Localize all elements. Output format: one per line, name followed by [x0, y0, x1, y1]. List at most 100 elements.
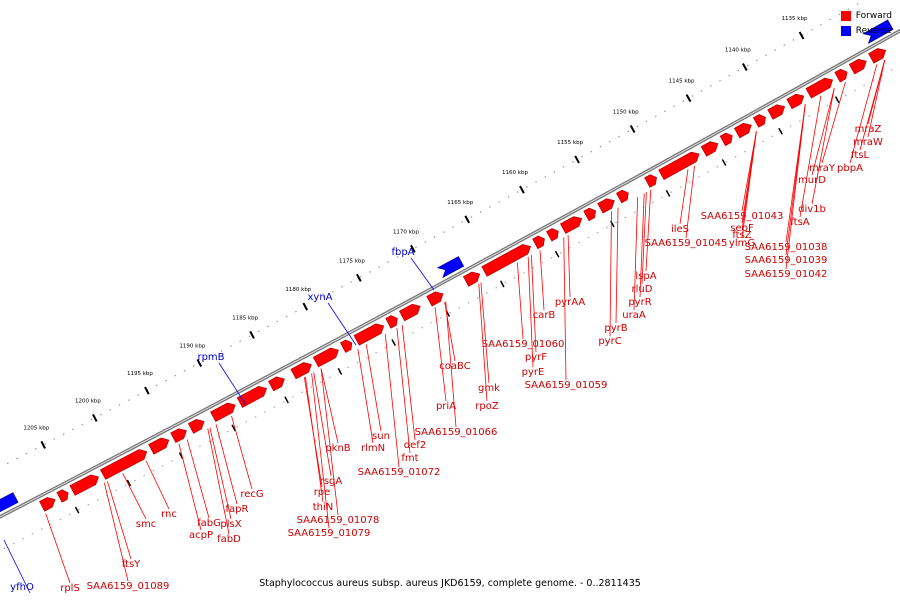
forward-leader-line — [527, 256, 534, 368]
forward-swatch — [840, 10, 851, 21]
forward-gene-arrow — [69, 474, 99, 496]
forward-leader-line — [178, 443, 202, 531]
forward-gene-label: fabD — [217, 534, 241, 545]
forward-gene-arrow — [187, 418, 205, 434]
forward-gene-label: plsX — [220, 519, 241, 530]
forward-gene-arrow — [583, 207, 597, 222]
forward-leader-line — [609, 211, 612, 337]
forward-gene-arrow — [805, 77, 833, 99]
forward-leader-line — [615, 207, 619, 324]
forward-gene-label: pyrC — [598, 336, 621, 347]
forward-gene-label: acpP — [189, 530, 213, 541]
forward-leader-line — [867, 59, 886, 138]
forward-leader-line — [186, 439, 210, 519]
forward-leader-line — [365, 344, 382, 432]
scale-tick-label: 1185 kbp — [232, 315, 258, 321]
forward-leader-line — [633, 196, 639, 311]
forward-gene-arrow — [597, 198, 615, 214]
forward-gene-arrow — [752, 114, 766, 128]
forward-gene-arrow — [290, 362, 312, 380]
scale-tick-label: 1140 kbp — [725, 47, 751, 53]
scale-tick — [356, 273, 362, 282]
forward-gene-label: gmk — [478, 383, 500, 394]
inner-tick — [337, 367, 343, 375]
forward-gene-label: ftsY — [122, 559, 141, 570]
forward-gene-label: ileS — [671, 224, 689, 235]
inner-tick — [834, 96, 840, 104]
forward-leader-line — [539, 250, 545, 311]
forward-leader-line — [645, 189, 652, 272]
forward-leader-line — [799, 95, 822, 218]
legend-reverse: Reverse — [840, 23, 892, 38]
forward-gene-label: sun — [372, 431, 390, 442]
forward-gene-label: rplS — [60, 583, 80, 594]
forward-gene-label: def2 — [404, 440, 426, 451]
forward-gene-label: SAA6159_01038 — [745, 242, 828, 253]
scale-tick-label: 1200 kbp — [75, 398, 101, 404]
scale-tick-label: 1160 kbp — [502, 170, 528, 176]
forward-gene-label: pyrF — [525, 352, 547, 363]
forward-gene-label: SAA6159_01042 — [745, 269, 828, 280]
forward-gene-arrow — [210, 402, 236, 423]
forward-gene-label: ftsA — [790, 217, 809, 228]
scale-tick-label: 1135 kbp — [782, 16, 808, 22]
forward-gene-arrow — [339, 339, 353, 353]
scale-tick — [40, 440, 46, 449]
inner-tick — [74, 506, 80, 514]
inner-tick — [391, 339, 396, 347]
scale-tick — [92, 413, 98, 422]
forward-leader-line — [811, 88, 835, 176]
forward-leader-line — [304, 376, 324, 503]
forward-leader-line — [311, 373, 330, 529]
forward-gene-label: smc — [136, 519, 156, 530]
reverse-gene-label: fbpA — [391, 247, 414, 258]
forward-leader-line — [785, 104, 806, 270]
forward-gene-label: SAA6159_01039 — [745, 255, 828, 266]
forward-gene-label: fabG — [197, 518, 221, 529]
scale-tick-label: 1155 kbp — [557, 140, 583, 146]
forward-gene-arrow — [312, 347, 339, 368]
forward-gene-label: recG — [240, 489, 263, 500]
forward-gene-label: pyrR — [628, 297, 651, 308]
forward-gene-arrow — [644, 174, 657, 188]
inner-tick — [778, 127, 783, 135]
forward-gene-arrow — [148, 437, 170, 455]
forward-leader-line — [384, 334, 400, 468]
forward-gene-label: rnc — [161, 509, 177, 520]
forward-gene-label: rluD — [632, 284, 653, 295]
scale-tick — [798, 31, 805, 40]
forward-gene-label: mraZ — [855, 124, 882, 135]
forward-gene-label: rlmN — [361, 443, 385, 454]
inner-tick — [554, 250, 560, 258]
forward-gene-label: murD — [798, 175, 826, 186]
forward-leader-line — [107, 481, 132, 560]
forward-leader-line — [45, 513, 71, 584]
reverse-leader-line — [3, 539, 31, 594]
scale-tick-label: 1180 kbp — [285, 287, 311, 293]
inner-tick — [499, 280, 505, 288]
forward-leader-line — [567, 235, 571, 298]
forward-gene-label: rpoZ — [475, 401, 499, 412]
forward-leader-line — [741, 131, 757, 239]
inner-tick — [665, 189, 671, 197]
scale-tick-label: 1150 kbp — [613, 109, 639, 115]
scale-tick — [742, 62, 748, 71]
forward-leader-line — [207, 428, 230, 535]
forward-gene-arrow — [834, 68, 848, 83]
forward-gene-arrow — [786, 93, 805, 110]
inner-tick — [231, 424, 236, 432]
reverse-gene-arrow — [0, 492, 19, 513]
forward-gene-label: SAA6159_01089 — [87, 581, 170, 592]
forward-gene-arrow — [615, 189, 629, 204]
forward-gene-arrow — [385, 315, 398, 329]
forward-gene-arrow — [719, 132, 733, 147]
forward-gene-arrow — [532, 235, 545, 250]
forward-gene-label: SAA6159_01059 — [525, 380, 608, 391]
forward-leader-line — [434, 307, 447, 402]
forward-gene-label: lspA — [635, 271, 656, 282]
forward-gene-label: ylmG — [729, 238, 755, 249]
forward-leader-line — [122, 473, 147, 520]
forward-gene-label: carB — [533, 310, 556, 321]
forward-gene-label: SAA6159_01043 — [701, 211, 784, 222]
scale-tick-label: 1190 kbp — [179, 343, 205, 349]
